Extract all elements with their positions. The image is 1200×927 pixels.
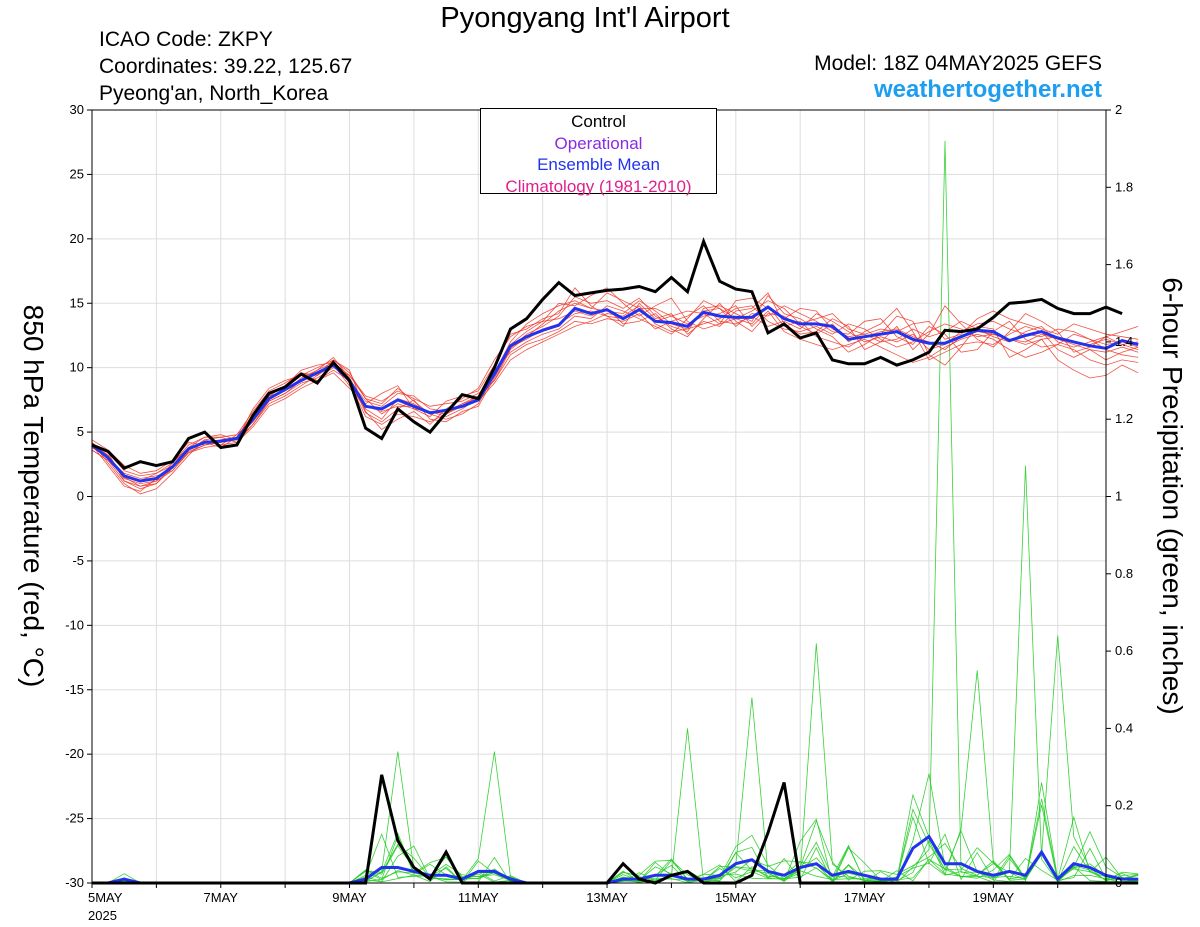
x-tick-label: 11MAY <box>458 890 499 905</box>
site-name: weathertogether.net <box>873 76 1102 103</box>
y-tick-label-left: -15 <box>65 682 84 697</box>
y-tick-label-right: 1.6 <box>1115 257 1133 272</box>
y-axis-label-left: 850 hPa Temperature (red, °C) <box>18 304 49 688</box>
y-tick-label-right: 1.4 <box>1115 334 1133 349</box>
temp-member-line <box>91 292 1139 490</box>
temp-member-line <box>91 300 1139 477</box>
y-tick-label-left: 0 <box>77 489 84 504</box>
y-tick-label-right: 1.8 <box>1115 179 1133 194</box>
x-tick-label: 17MAY <box>844 890 886 905</box>
y-tick-label-right: 0.8 <box>1115 566 1133 581</box>
precip-member-line <box>92 140 1139 884</box>
precip-member-line <box>92 635 1139 884</box>
legend-control: Control <box>571 112 626 131</box>
ensemble-mean-temp-line <box>91 305 1139 483</box>
legend: Control Operational Ensemble Mean Climat… <box>480 108 717 196</box>
y-tick-label-left: 10 <box>70 360 84 375</box>
precip-member-line <box>92 751 1139 884</box>
y-tick-label-left: -25 <box>65 811 84 826</box>
axis-ticks: 302520151050-5-10-15-20-25-3021.81.61.41… <box>65 102 1133 923</box>
temp-member-line <box>91 300 1139 487</box>
y-tick-label-left: 20 <box>70 231 84 246</box>
y-tick-label-right: 0.4 <box>1115 720 1133 735</box>
precip-member-line <box>92 465 1139 884</box>
icao-code: ICAO Code: ZKPY <box>99 28 273 51</box>
y-tick-label-right: 2 <box>1115 102 1122 117</box>
control-temp-line <box>91 236 1123 470</box>
x-tick-label: 15MAY <box>715 890 757 905</box>
main-series-layer <box>91 236 1139 885</box>
y-tick-label-left: -10 <box>65 617 84 632</box>
model-run: Model: 18Z 04MAY2025 GEFS <box>814 52 1102 75</box>
precip-member-line <box>92 697 1139 884</box>
y-tick-label-right: 0 <box>1115 875 1122 890</box>
precip-member-line <box>92 643 1139 884</box>
temp-member-line <box>91 294 1139 487</box>
y-axis-label-right: 6-hour Precipitation (green, inches) <box>1157 277 1188 715</box>
temp-member-line <box>91 287 1139 495</box>
legend-operational: Operational <box>554 133 643 153</box>
coordinates: Coordinates: 39.22, 125.67 <box>99 55 353 78</box>
legend-climatology: Climatology (1981-2010) <box>505 176 692 196</box>
page-title: Pyongyang Int'l Airport <box>440 2 730 34</box>
gridlines <box>91 109 1106 884</box>
control-precip-line <box>92 774 1139 885</box>
legend-ensemble-mean: Ensemble Mean <box>537 155 660 174</box>
y-tick-label-left: 5 <box>77 424 84 439</box>
x-tick-label: 19MAY <box>972 890 1014 905</box>
y-tick-label-right: 1 <box>1115 489 1122 504</box>
x-tick-label: 9MAY <box>332 890 367 905</box>
temp-members-layer <box>91 287 1139 495</box>
y-tick-label-right: 0.6 <box>1115 643 1133 658</box>
x-tick-label: 7MAY <box>204 890 239 905</box>
y-tick-label-right: 0.2 <box>1115 798 1133 813</box>
y-tick-label-left: -5 <box>72 553 84 568</box>
precip-member-line <box>92 751 1139 884</box>
y-tick-label-left: 25 <box>70 166 84 181</box>
y-tick-label-left: -30 <box>65 875 84 890</box>
precip-member-line <box>92 798 1139 884</box>
y-tick-label-left: 15 <box>70 295 84 310</box>
region: Pyeong'an, North_Korea <box>99 82 329 105</box>
x-tick-label: 5MAY <box>88 890 123 905</box>
x-year-label: 2025 <box>88 908 117 923</box>
y-tick-label-left: 30 <box>70 102 84 117</box>
y-tick-label-left: -20 <box>65 746 84 761</box>
x-tick-label: 13MAY <box>586 890 628 905</box>
precip-members-layer <box>92 140 1139 884</box>
y-tick-label-right: 1.2 <box>1115 411 1133 426</box>
